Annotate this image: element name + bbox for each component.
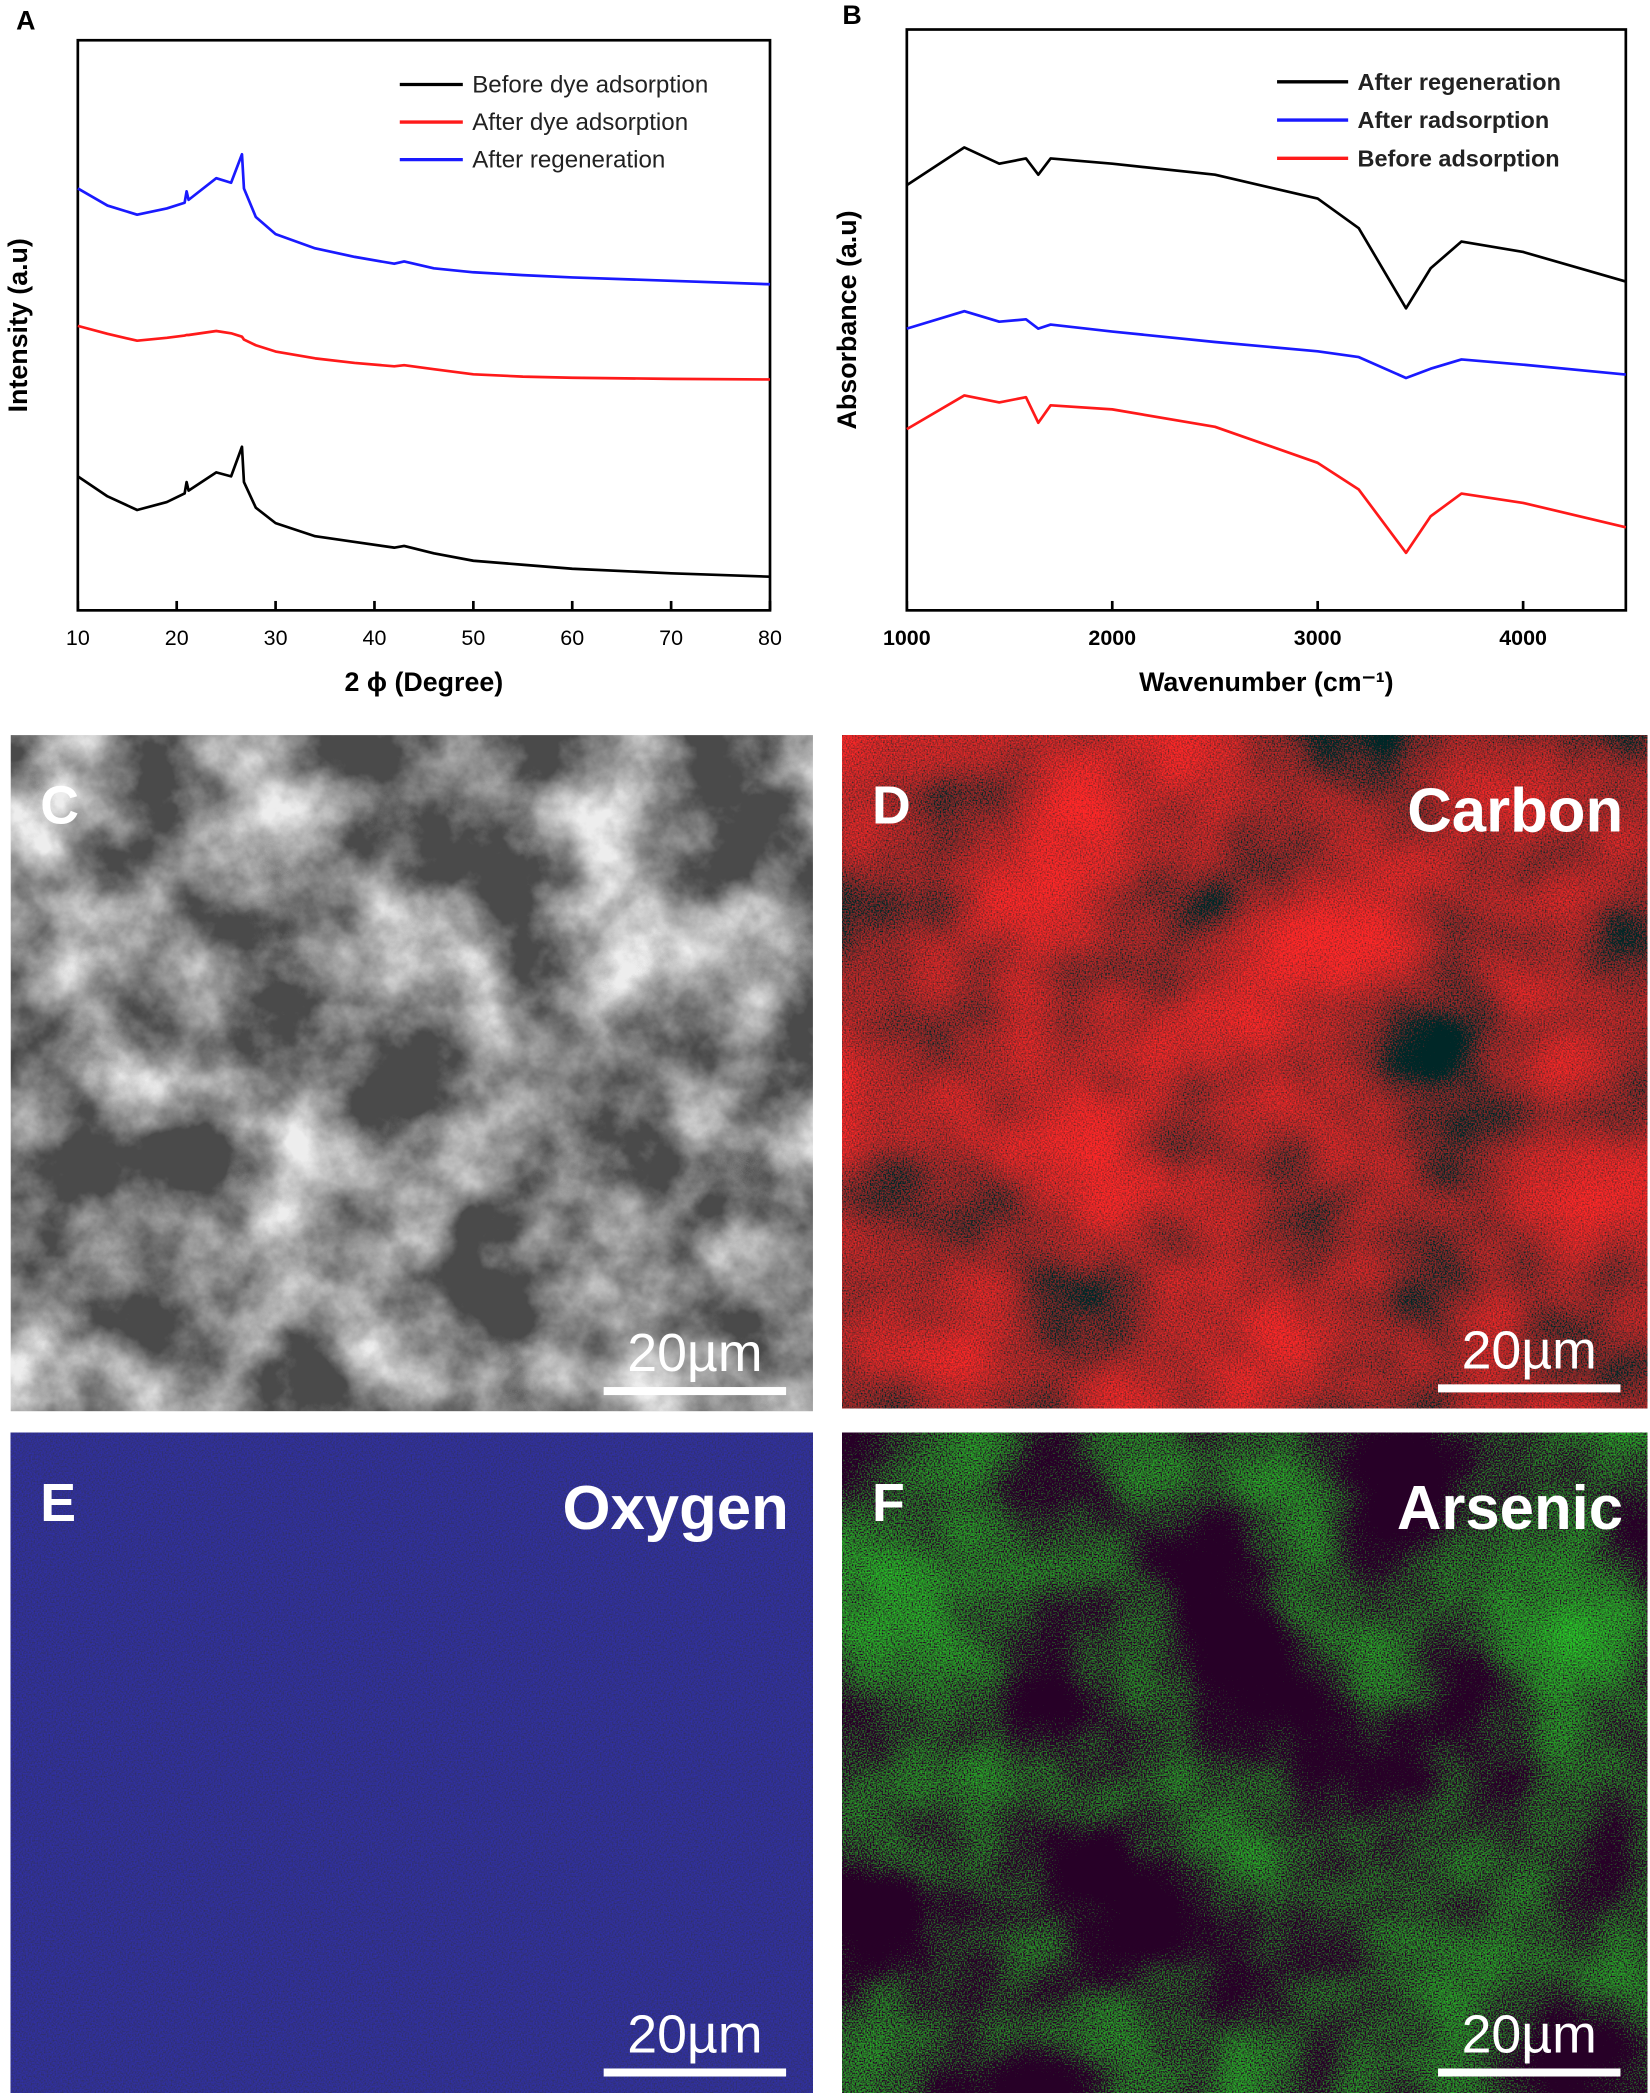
panel-label: E [40,1473,76,1533]
legend-label: Before adsorption [1358,145,1560,171]
scale-bar [603,1387,787,1396]
x-tick-label: 30 [264,626,288,650]
x-axis-label: 2 ϕ (Degree) [345,667,504,697]
data-line [77,445,771,579]
scale-bar [1438,2068,1621,2077]
element-label: Carbon [1407,777,1623,846]
element-label: Oxygen [563,1474,789,1543]
scale-bar [1438,1384,1621,1393]
x-tick-label: 3000 [1294,626,1342,650]
x-tick-label: 60 [560,626,584,650]
data-line [906,146,1627,310]
x-tick-label: 50 [461,626,485,650]
scale-bar-label: 20µm [627,2004,762,2064]
scale-bar [603,2068,787,2077]
data-line [77,324,771,381]
panels: C 20µm D Carbon 20µm E Oxygen 20µm F Arsenic 20µm [40,776,1623,2077]
data-line [77,152,771,286]
chart: B 1000 2000 3000 4000 Wavenumber (cm⁻¹) Absorb… [832,0,1628,697]
scale-bar-label: 20µm [627,1323,762,1383]
scale-bar-label: 20µm [1462,2004,1597,2064]
data-line [906,394,1627,555]
x-tick-label: 1000 [883,626,931,650]
panel-label: A [16,6,35,36]
data-line [906,309,1626,380]
sem-image [10,735,813,1412]
y-axis-label: Intensity (a.u) [3,238,33,412]
legend-label: After radsorption [1358,107,1550,133]
x-tick-label: 10 [66,626,90,650]
x-tick-label: 40 [363,626,387,650]
scale-bar-label: 20µm [1462,1320,1597,1380]
legend-label: After regeneration [472,147,665,174]
x-tick-label: 70 [659,626,683,650]
x-tick-label: 2000 [1088,626,1136,650]
x-tick-label: 4000 [1499,626,1547,650]
arsenic-map [842,1432,1648,2093]
element-label: Arsenic [1397,1474,1623,1543]
legend-label: Before dye adsorption [472,72,708,99]
plot-frame [76,38,772,612]
panel-label: F [872,1473,905,1533]
y-axis-label: Absorbance (a.u) [832,210,862,429]
charts: A 10 20 30 40 50 60 70 80 2 ϕ (Degree) Intensity (… [3,0,1628,697]
legend-label: After dye adsorption [472,109,688,136]
legend-label: After regeneration [1358,69,1561,95]
oxygen-map [10,1432,813,2093]
chart: A 10 20 30 40 50 60 70 80 2 ϕ (Degree) Intensity (… [3,6,782,697]
x-axis-label: Wavenumber (cm⁻¹) [1139,667,1394,697]
carbon-map [842,735,1648,1409]
panel-label: B [842,0,861,30]
panel-label: D [872,776,911,836]
x-tick-label: 20 [165,626,189,650]
x-tick-label: 80 [758,626,782,650]
panel-label: C [40,776,79,836]
